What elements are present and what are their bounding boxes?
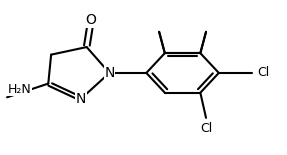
Text: Cl: Cl xyxy=(200,122,212,135)
Text: N: N xyxy=(104,66,115,80)
Text: H₂N: H₂N xyxy=(8,83,32,96)
Text: N: N xyxy=(76,92,86,106)
Text: Cl: Cl xyxy=(257,66,269,79)
Text: O: O xyxy=(86,13,96,27)
